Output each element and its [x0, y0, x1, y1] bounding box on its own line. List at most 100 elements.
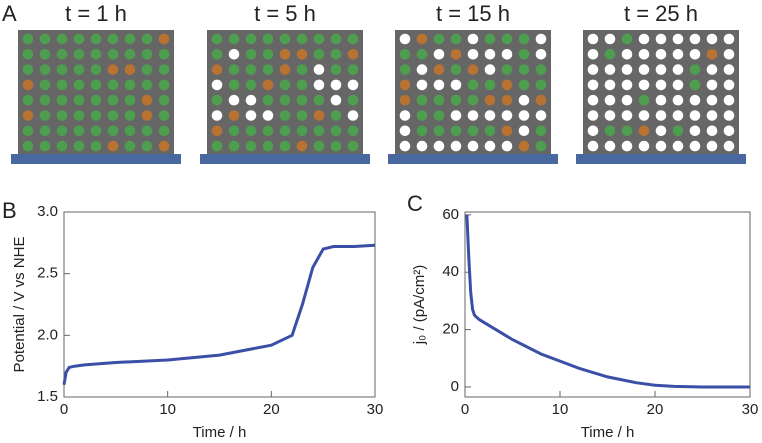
- y-tick-label: 20: [442, 321, 459, 338]
- dot: [638, 125, 650, 137]
- dot: [228, 110, 240, 121]
- dot: [330, 64, 342, 75]
- dot: [90, 33, 102, 45]
- dot: [107, 79, 119, 91]
- dot: [467, 94, 479, 106]
- panel-label: C: [407, 191, 423, 216]
- dot: [347, 94, 359, 106]
- dot: [433, 33, 445, 45]
- panel-label: B: [2, 198, 17, 223]
- dot: [158, 125, 170, 137]
- dot: [107, 125, 119, 137]
- dot: [535, 110, 547, 121]
- dot: [90, 140, 102, 152]
- dot: [158, 94, 170, 106]
- dot: [228, 64, 240, 75]
- dot: [399, 49, 411, 60]
- dot: [638, 49, 650, 60]
- y-axis-label: j₀ / (pA/cm²): [411, 265, 428, 346]
- dot: [73, 140, 85, 152]
- y-tick-label: 60: [442, 206, 459, 223]
- dot: [535, 79, 547, 91]
- dot: [535, 33, 547, 45]
- dot: [604, 110, 616, 121]
- dot: [279, 110, 291, 121]
- dot: [141, 64, 153, 75]
- dot: [655, 49, 667, 60]
- dot: [433, 125, 445, 137]
- dot: [501, 110, 513, 121]
- panel-title: t = 15 h: [436, 1, 510, 26]
- dot: [296, 110, 308, 121]
- dot: [450, 79, 462, 91]
- dot: [672, 140, 684, 152]
- dot: [347, 79, 359, 91]
- dot: [279, 140, 291, 152]
- dot: [73, 49, 85, 60]
- y-axis-label: Potential / V vs NHE: [11, 237, 28, 373]
- dot: [689, 79, 701, 91]
- dot: [706, 110, 718, 121]
- dot: [501, 33, 513, 45]
- dot: [347, 33, 359, 45]
- dot: [655, 140, 667, 152]
- dot: [158, 110, 170, 121]
- dot: [604, 140, 616, 152]
- data-line: [465, 214, 750, 389]
- dot: [245, 33, 257, 45]
- dot: [484, 49, 496, 60]
- dot: [655, 125, 667, 137]
- dot: [433, 64, 445, 75]
- dot: [621, 64, 633, 75]
- dot: [450, 110, 462, 121]
- dot: [484, 110, 496, 121]
- dot: [467, 110, 479, 121]
- dot: [467, 33, 479, 45]
- dot: [313, 110, 325, 121]
- dot: [158, 33, 170, 45]
- x-tick-label: 0: [60, 401, 68, 418]
- dot: [689, 125, 701, 137]
- plot-frame: [63, 211, 376, 398]
- dot: [518, 140, 530, 152]
- dot: [399, 140, 411, 152]
- dot: [90, 94, 102, 106]
- dot: [313, 33, 325, 45]
- dot: [347, 125, 359, 137]
- x-axis-label: Time / h: [193, 424, 247, 441]
- dot: [655, 79, 667, 91]
- substrate: [200, 154, 370, 164]
- dot: [347, 64, 359, 75]
- dot: [73, 79, 85, 91]
- dot: [262, 49, 274, 60]
- dot: [56, 33, 68, 45]
- dot: [467, 125, 479, 137]
- dot: [22, 79, 34, 91]
- dot: [56, 64, 68, 75]
- dot: [22, 33, 34, 45]
- dot: [621, 79, 633, 91]
- dot: [22, 140, 34, 152]
- dot: [262, 64, 274, 75]
- dot: [39, 33, 51, 45]
- dot: [433, 94, 445, 106]
- dot: [638, 64, 650, 75]
- dot: [723, 125, 735, 137]
- dot: [604, 94, 616, 106]
- dot: [535, 125, 547, 137]
- dot: [262, 110, 274, 121]
- dot: [141, 110, 153, 121]
- dot: [279, 49, 291, 60]
- dot: [501, 125, 513, 137]
- dot: [124, 140, 136, 152]
- dot: [484, 79, 496, 91]
- dot: [262, 125, 274, 137]
- dot: [655, 110, 667, 121]
- dot: [518, 64, 530, 75]
- dot: [22, 94, 34, 106]
- dot: [484, 33, 496, 45]
- dot: [158, 64, 170, 75]
- dot: [279, 33, 291, 45]
- dot: [655, 33, 667, 45]
- dot: [330, 110, 342, 121]
